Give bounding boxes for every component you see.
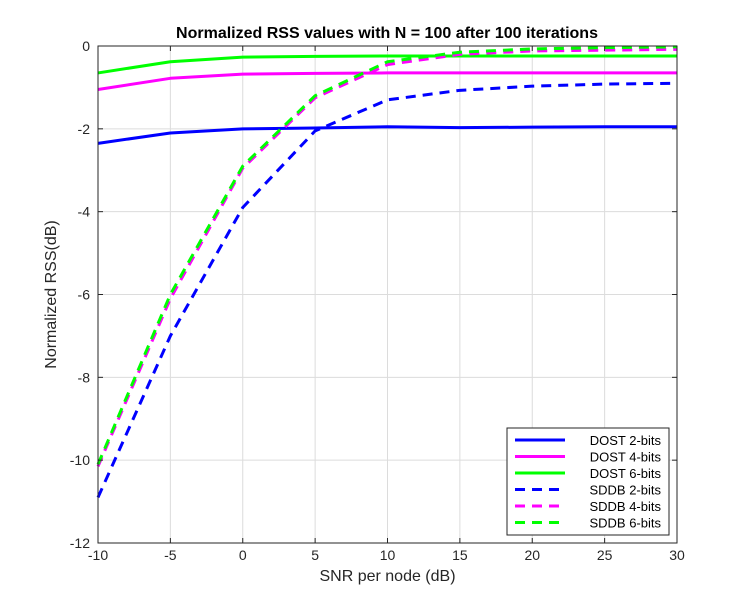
x-tick-label: 30 (669, 547, 685, 563)
x-tick-label: 0 (239, 547, 247, 563)
y-tick-label: -12 (70, 535, 90, 551)
x-tick-label: 5 (311, 547, 319, 563)
x-tick-label: 15 (452, 547, 468, 563)
legend-box (506, 427, 670, 536)
chart-title: Normalized RSS values with N = 100 after… (176, 25, 598, 42)
legend-label: SDDB 2-bits (589, 483, 661, 498)
legend-label: SDDB 4-bits (589, 499, 661, 514)
legend-label: DOST 4-bits (590, 450, 662, 465)
x-axis-label: SNR per node (dB) (319, 568, 455, 585)
series-line-sddb-6-bits (96, 45, 678, 465)
series-line-dost-4-bits (97, 71, 677, 91)
x-tick-label: -5 (164, 547, 177, 563)
series-line-sddb-4-bits (96, 47, 678, 467)
y-tick-label: -8 (78, 369, 91, 385)
series-line-dost-6-bits (97, 54, 677, 75)
legend-label: DOST 6-bits (590, 466, 662, 481)
legend-label: DOST 2-bits (590, 433, 662, 448)
y-tick-label: -2 (78, 121, 91, 137)
x-tick-label: 20 (524, 547, 540, 563)
y-tick-label: -10 (70, 452, 90, 468)
y-tick-label: 0 (82, 38, 90, 54)
legend-label: SDDB 6-bits (589, 516, 661, 531)
series-line-dost-2-bits (97, 125, 677, 145)
y-axis-label: Normalized RSS(dB) (43, 220, 60, 368)
series-group (96, 45, 678, 499)
x-tick-label: 10 (380, 547, 396, 563)
ticks: -10 -5 0 5 10 15 20 25 30-12-10-8-6-4-20 (70, 38, 685, 563)
series-line-sddb-2-bits (96, 81, 678, 499)
x-tick-label: 25 (597, 547, 613, 563)
y-tick-label: -4 (78, 204, 91, 220)
y-tick-label: -6 (78, 287, 91, 303)
x-tick-label: -10 (88, 547, 108, 563)
